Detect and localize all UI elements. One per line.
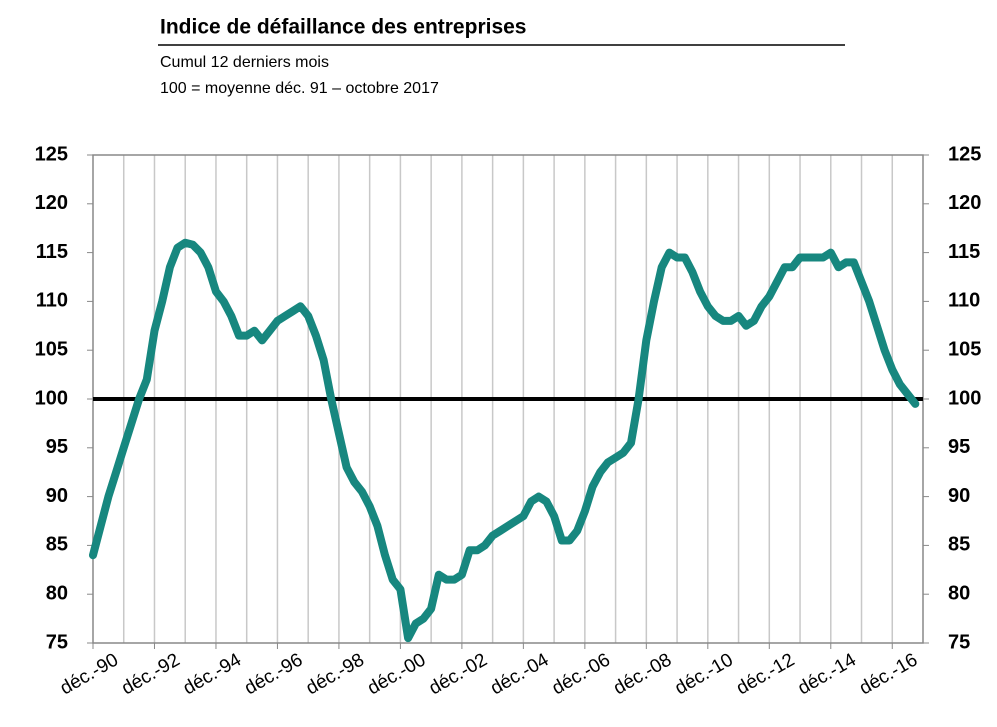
y-tick-label: 85 [46, 534, 68, 556]
x-tick-label: déc.-94 [180, 649, 246, 699]
y2-tick-label: 110 [948, 290, 980, 312]
x-tick-label: déc.-90 [57, 649, 122, 699]
y-tick-label: 110 [36, 290, 68, 312]
y2-tick-label: 85 [948, 534, 970, 556]
y-tick-label: 115 [36, 241, 68, 263]
chart-subtitle: 100 = moyenne déc. 91 – octobre 2017 [160, 80, 439, 97]
x-tick-label: déc.-92 [118, 649, 183, 699]
x-tick-label: déc.-10 [671, 649, 736, 699]
y2-tick-label: 90 [948, 485, 970, 507]
x-tick-label: déc.-16 [856, 649, 921, 699]
x-tick-label: déc.-98 [303, 649, 368, 699]
y-tick-label: 90 [46, 485, 68, 507]
y-tick-label: 105 [35, 338, 68, 360]
x-tick-label: déc.-00 [364, 649, 429, 699]
y-tick-label: 75 [46, 631, 68, 653]
y2-tick-label: 80 [948, 582, 970, 604]
y2-tick-label: 105 [948, 338, 981, 360]
data-line [89, 238, 920, 643]
x-tick-label: déc.-02 [426, 649, 491, 699]
y2-tick-label: 120 [948, 192, 981, 214]
x-tick-label: déc.-12 [733, 649, 798, 699]
y2-tick-label: 75 [948, 631, 970, 653]
y-tick-label: 100 [35, 387, 68, 409]
y-tick-label: 95 [46, 436, 68, 458]
y-tick-label: 120 [35, 192, 68, 214]
x-tick-label: déc.-08 [610, 649, 675, 699]
x-tick-label: déc.-06 [548, 649, 613, 699]
x-tick-label: déc.-14 [794, 649, 860, 699]
y2-tick-label: 115 [948, 241, 980, 263]
x-tick-label: déc.-96 [241, 649, 306, 699]
y2-tick-label: 125 [948, 143, 981, 165]
y2-tick-label: 100 [948, 387, 981, 409]
y2-tick-label: 95 [948, 436, 970, 458]
y-tick-label: 80 [46, 582, 68, 604]
x-tick-label: déc.-04 [487, 649, 553, 699]
y-tick-label: 125 [35, 143, 68, 165]
chart-subtitle: Cumul 12 derniers mois [160, 54, 329, 71]
chart-title: Indice de défaillance des entreprises [160, 16, 527, 39]
